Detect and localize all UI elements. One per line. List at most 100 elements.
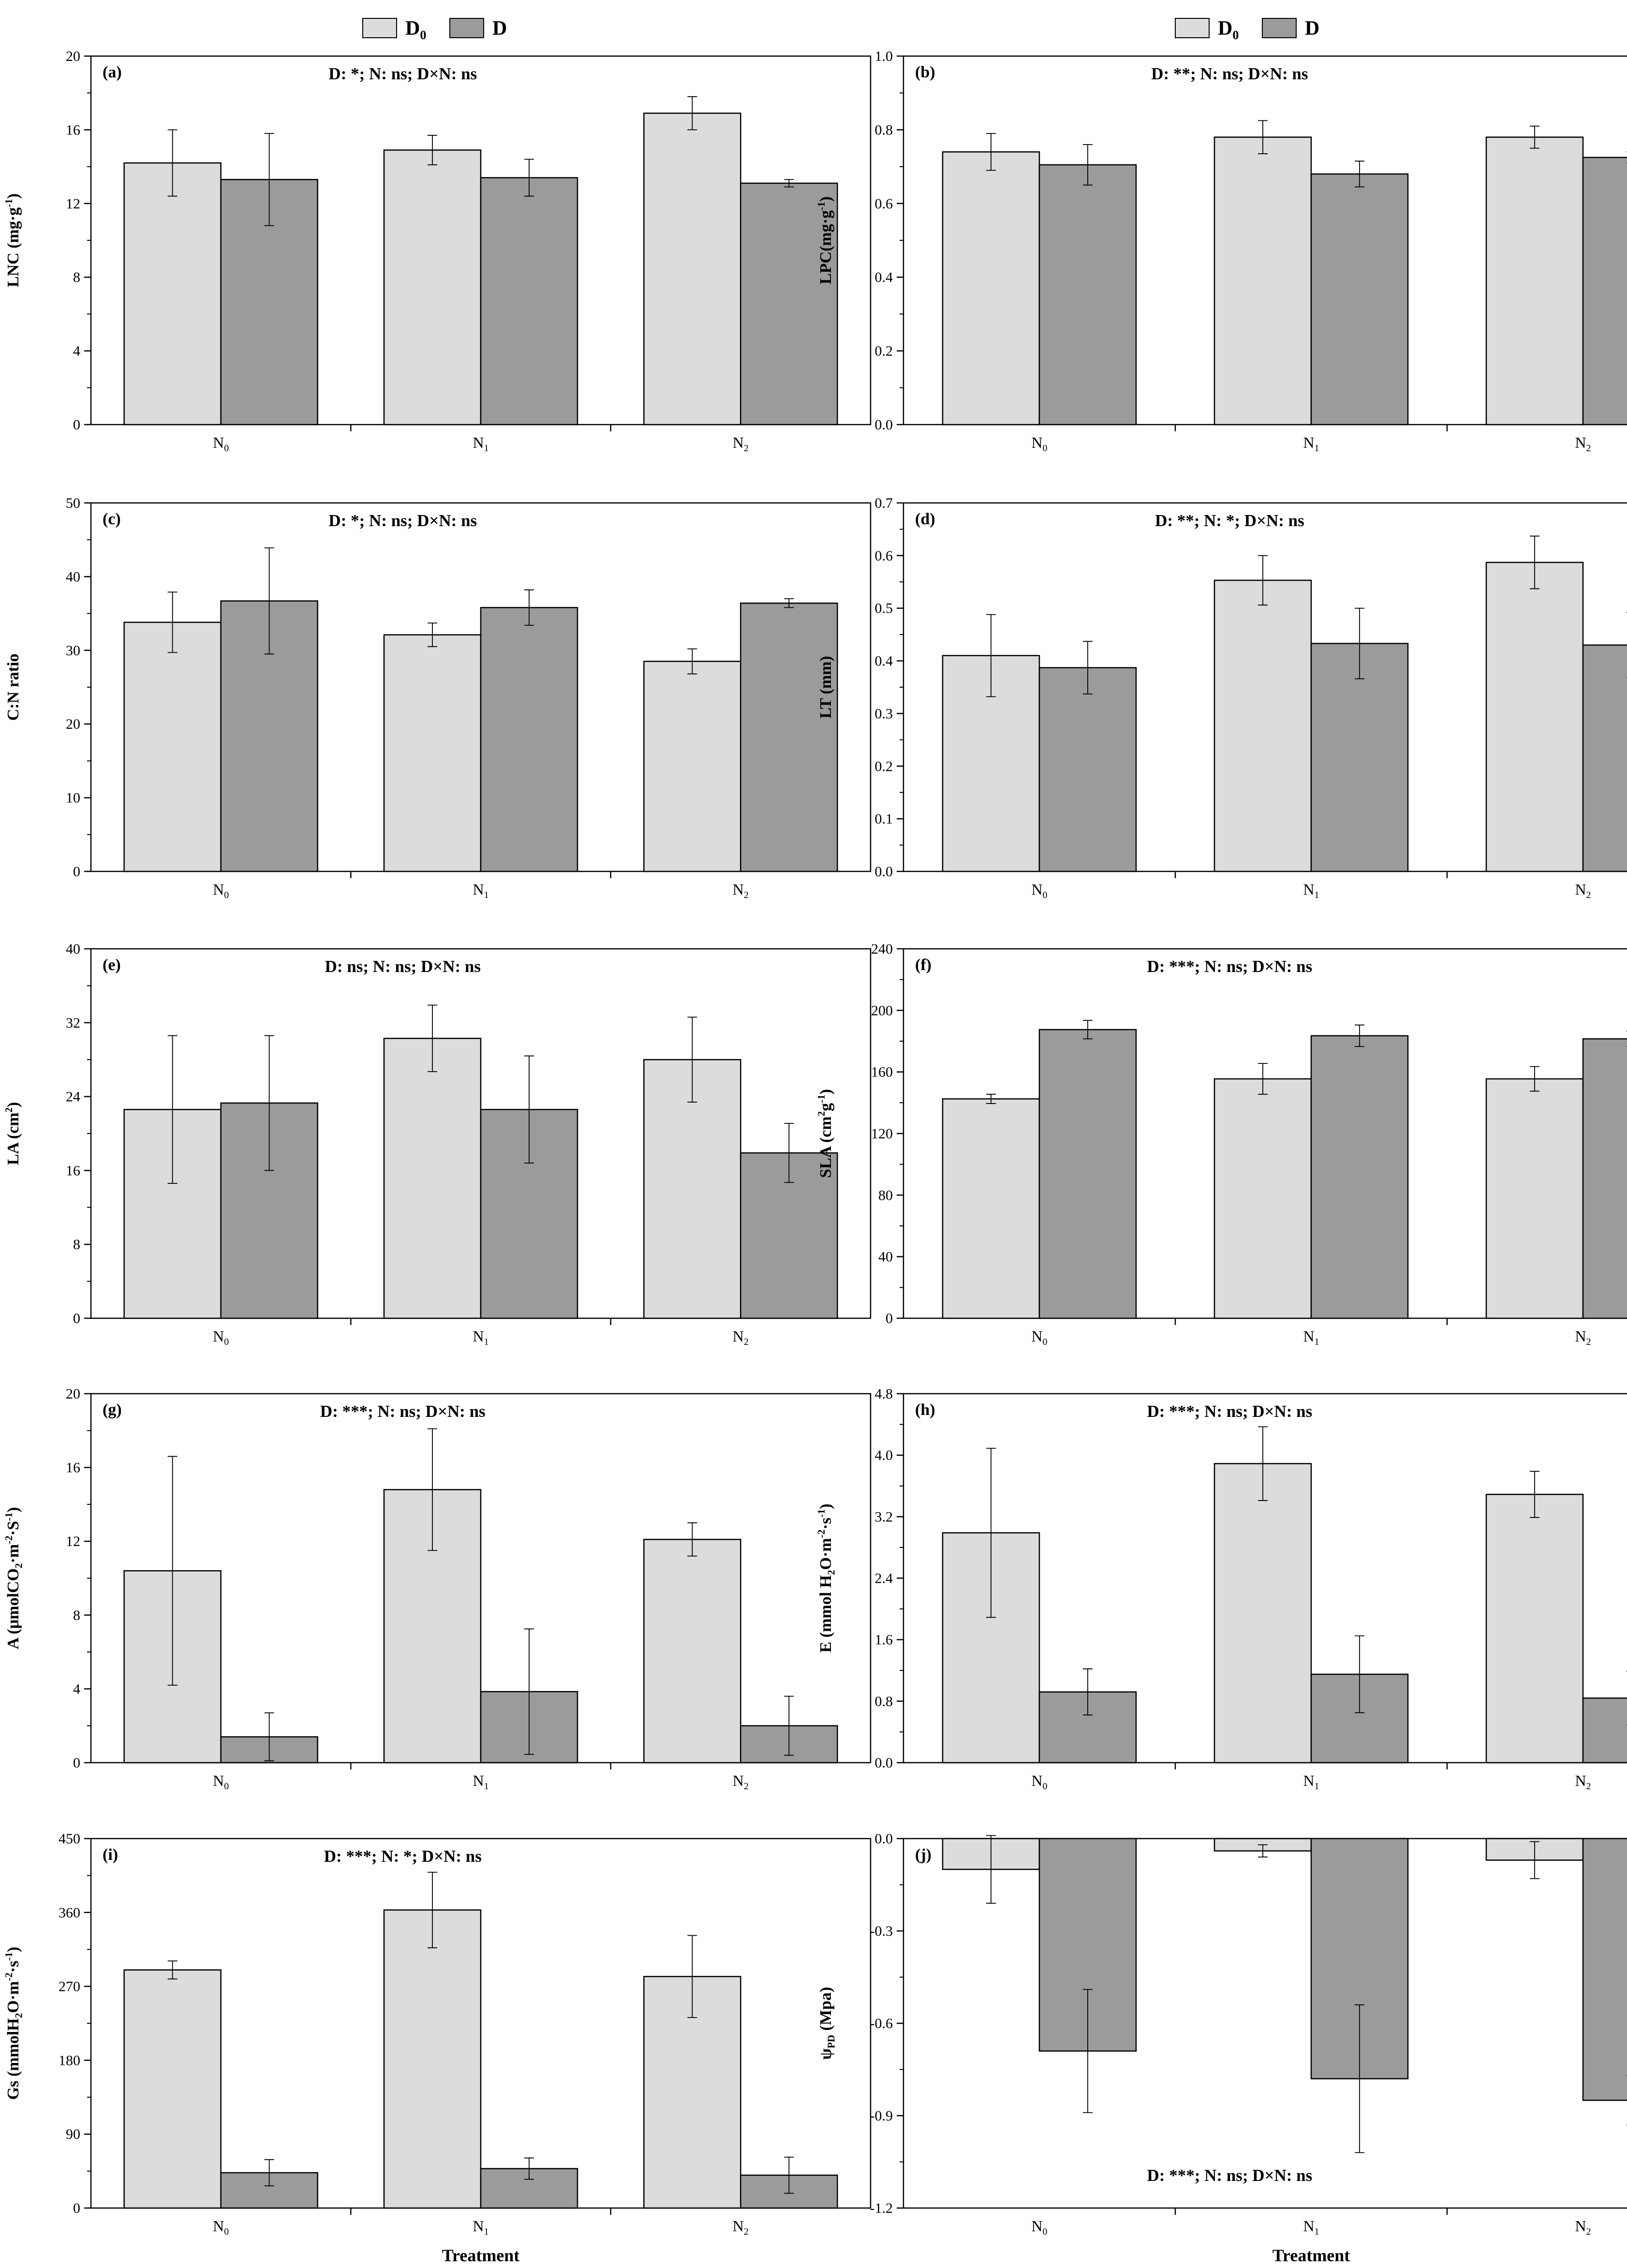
y-tick-label: 0.8 (875, 122, 893, 138)
y-tick-label: 4 (73, 1681, 80, 1697)
bar-d0-N1 (383, 634, 482, 872)
error-bar-d-N1 (524, 589, 534, 626)
y-tick-label: 4.8 (875, 1386, 893, 1402)
y-tick-label: 0 (73, 864, 80, 880)
error-bar-d0-N2 (687, 1935, 697, 2018)
x-tick-label-N0: N0 (213, 2217, 229, 2237)
x-tick-label-N0: N0 (213, 1772, 229, 1792)
bar-d0-N1 (383, 1909, 482, 2209)
bar-d-N1 (480, 177, 578, 426)
bar-d0-N2 (643, 112, 741, 426)
y-tick-label: 12 (66, 1533, 80, 1549)
y-tick-label: 270 (59, 1979, 80, 1995)
significance-annotation: D: *; N: ns; D×N: ns (328, 511, 477, 530)
bar-d0-N0 (123, 621, 222, 872)
bar-d-N1 (1310, 643, 1409, 872)
error-bar-d-N0 (1083, 144, 1093, 186)
error-bar-d0-N1 (428, 1428, 437, 1551)
error-bar-d0-N2 (687, 96, 697, 131)
y-tick-label: 8 (73, 1607, 80, 1623)
y-tick-label: 0.0 (875, 417, 893, 433)
x-tick-label-N2: N2 (733, 1327, 749, 1347)
bar-d0-N2 (643, 1059, 741, 1319)
x-tick-label-N2: N2 (733, 881, 749, 900)
bar-d0-N1 (1213, 136, 1312, 426)
significance-annotation: D: ***; N: ns; D×N: ns (1147, 1402, 1313, 1421)
panel-label: (a) (103, 63, 122, 81)
x-tick-label-N1: N1 (1303, 434, 1319, 454)
x-tick-label-N1: N1 (473, 2217, 488, 2237)
y-tick-label: 20 (66, 1386, 80, 1402)
legend-item-d-1: D (449, 17, 507, 40)
error-bar-d0-N0 (986, 1835, 996, 1904)
error-bar-d-N1 (524, 1628, 534, 1755)
error-bar-d0-N0 (167, 591, 177, 653)
bar-d-N2 (1582, 1038, 1627, 1319)
y-tick-label: 50 (66, 495, 80, 511)
bar-d0-N0 (942, 1098, 1040, 1319)
error-bar-d0-N0 (986, 133, 996, 171)
x-tick-label-N1: N1 (1303, 881, 1319, 900)
y-tick-label: 3.2 (875, 1509, 893, 1525)
y-tick-label: 0.0 (875, 1831, 893, 1847)
legend-swatch-d0 (362, 18, 397, 38)
x-tick-label-N0: N0 (1031, 2217, 1047, 2237)
bar-d0-N2 (1485, 136, 1584, 426)
bar-d0-N0 (942, 151, 1040, 426)
bar-d0-N1 (1213, 579, 1312, 872)
x-tick-label-N1: N1 (473, 1327, 488, 1347)
y-axis-label: LNC (mg·g-1) (3, 193, 22, 287)
legend-label-d: D (1305, 17, 1319, 40)
y-axis-label: LA (cm2) (3, 1102, 22, 1165)
error-bar-d-N0 (264, 2159, 274, 2187)
x-tick-label-N2: N2 (733, 2217, 749, 2237)
y-tick-label: 4.0 (875, 1447, 893, 1463)
y-tick-label: 0.8 (875, 1694, 893, 1709)
y-tick-label: 0 (73, 2200, 80, 2216)
y-tick-label: 0 (73, 1755, 80, 1771)
panel-label: (d) (915, 510, 935, 528)
error-bar-d0-N0 (167, 1035, 177, 1184)
y-axis-label: E (mmol H2O·m-2·s-1) (815, 1503, 837, 1652)
chart-panel-g: 0 4 8 12 16 20 A (μmolCO2·m-2·S-1) N0 N1 N2 (g) D: … (3, 1386, 872, 1792)
x-tick-label-N1: N1 (473, 881, 488, 900)
y-tick-label: 1.0 (875, 48, 893, 64)
legend-swatch-d0 (1175, 18, 1210, 38)
error-bar-d0-N1 (1258, 1426, 1268, 1501)
y-tick-label: 160 (871, 1064, 893, 1080)
x-tick-label-N1: N1 (473, 434, 488, 454)
y-axis-label: Gs (mmolH2O·m-2·s-1) (3, 1947, 24, 2100)
y-tick-label: 12 (66, 196, 80, 212)
panel-label: (i) (103, 1846, 118, 1864)
error-bar-d0-N1 (428, 134, 437, 165)
bar-d0-N0 (123, 162, 222, 426)
error-bar-d0-N1 (1258, 555, 1268, 606)
x-tick-label-N0: N0 (1031, 881, 1047, 900)
y-tick-label: 0.2 (875, 758, 893, 774)
y-tick-label: 0.4 (875, 653, 893, 669)
y-tick-label: 16 (66, 1460, 80, 1476)
y-tick-label: 0.6 (875, 196, 893, 212)
chart-panel-e: 0 8 16 24 32 40 LA (cm2) N0 N1 N2 (e) D: ns; N: ns;… (3, 941, 872, 1347)
significance-annotation: D: ns; N: ns; D×N: ns (325, 957, 481, 976)
error-bar-d0-N2 (1530, 1066, 1539, 1092)
error-bar-d0-N1 (428, 622, 437, 648)
error-bar-d0-N1 (1258, 1844, 1268, 1858)
y-tick-label: 80 (878, 1187, 893, 1203)
chart-panel-c: 0 10 20 30 40 50 C:N ratio N0 N1 N2 (c) D: *; N: ns… (4, 495, 872, 900)
y-tick-label: 0 (886, 1311, 893, 1326)
error-bar-d-N0 (1083, 1020, 1093, 1040)
legend-swatch-d (449, 18, 484, 38)
panel-label: (h) (915, 1401, 935, 1419)
y-tick-label: 8 (73, 269, 80, 285)
bar-d-N1 (480, 607, 578, 872)
chart-panel-f: 0 40 80 120 160 200 240 SLA (cm2g-1) N0 N1 N2 (f) D:… (815, 941, 1627, 1347)
x-tick-label-N0: N0 (213, 881, 229, 900)
chart-panel-d: 0.0 0.1 0.2 0.3 0.4 0.5 0.6 0.7 LT (mm) N0 N1 N2 (d)… (817, 495, 1627, 900)
y-tick-label: 200 (871, 1002, 893, 1018)
y-tick-label: -0.6 (870, 2016, 893, 2032)
bar-d-N0 (1038, 667, 1137, 872)
x-tick-label-N0: N0 (1031, 1772, 1047, 1792)
y-tick-label: 20 (66, 716, 80, 732)
error-bar-d-N0 (1083, 641, 1093, 695)
